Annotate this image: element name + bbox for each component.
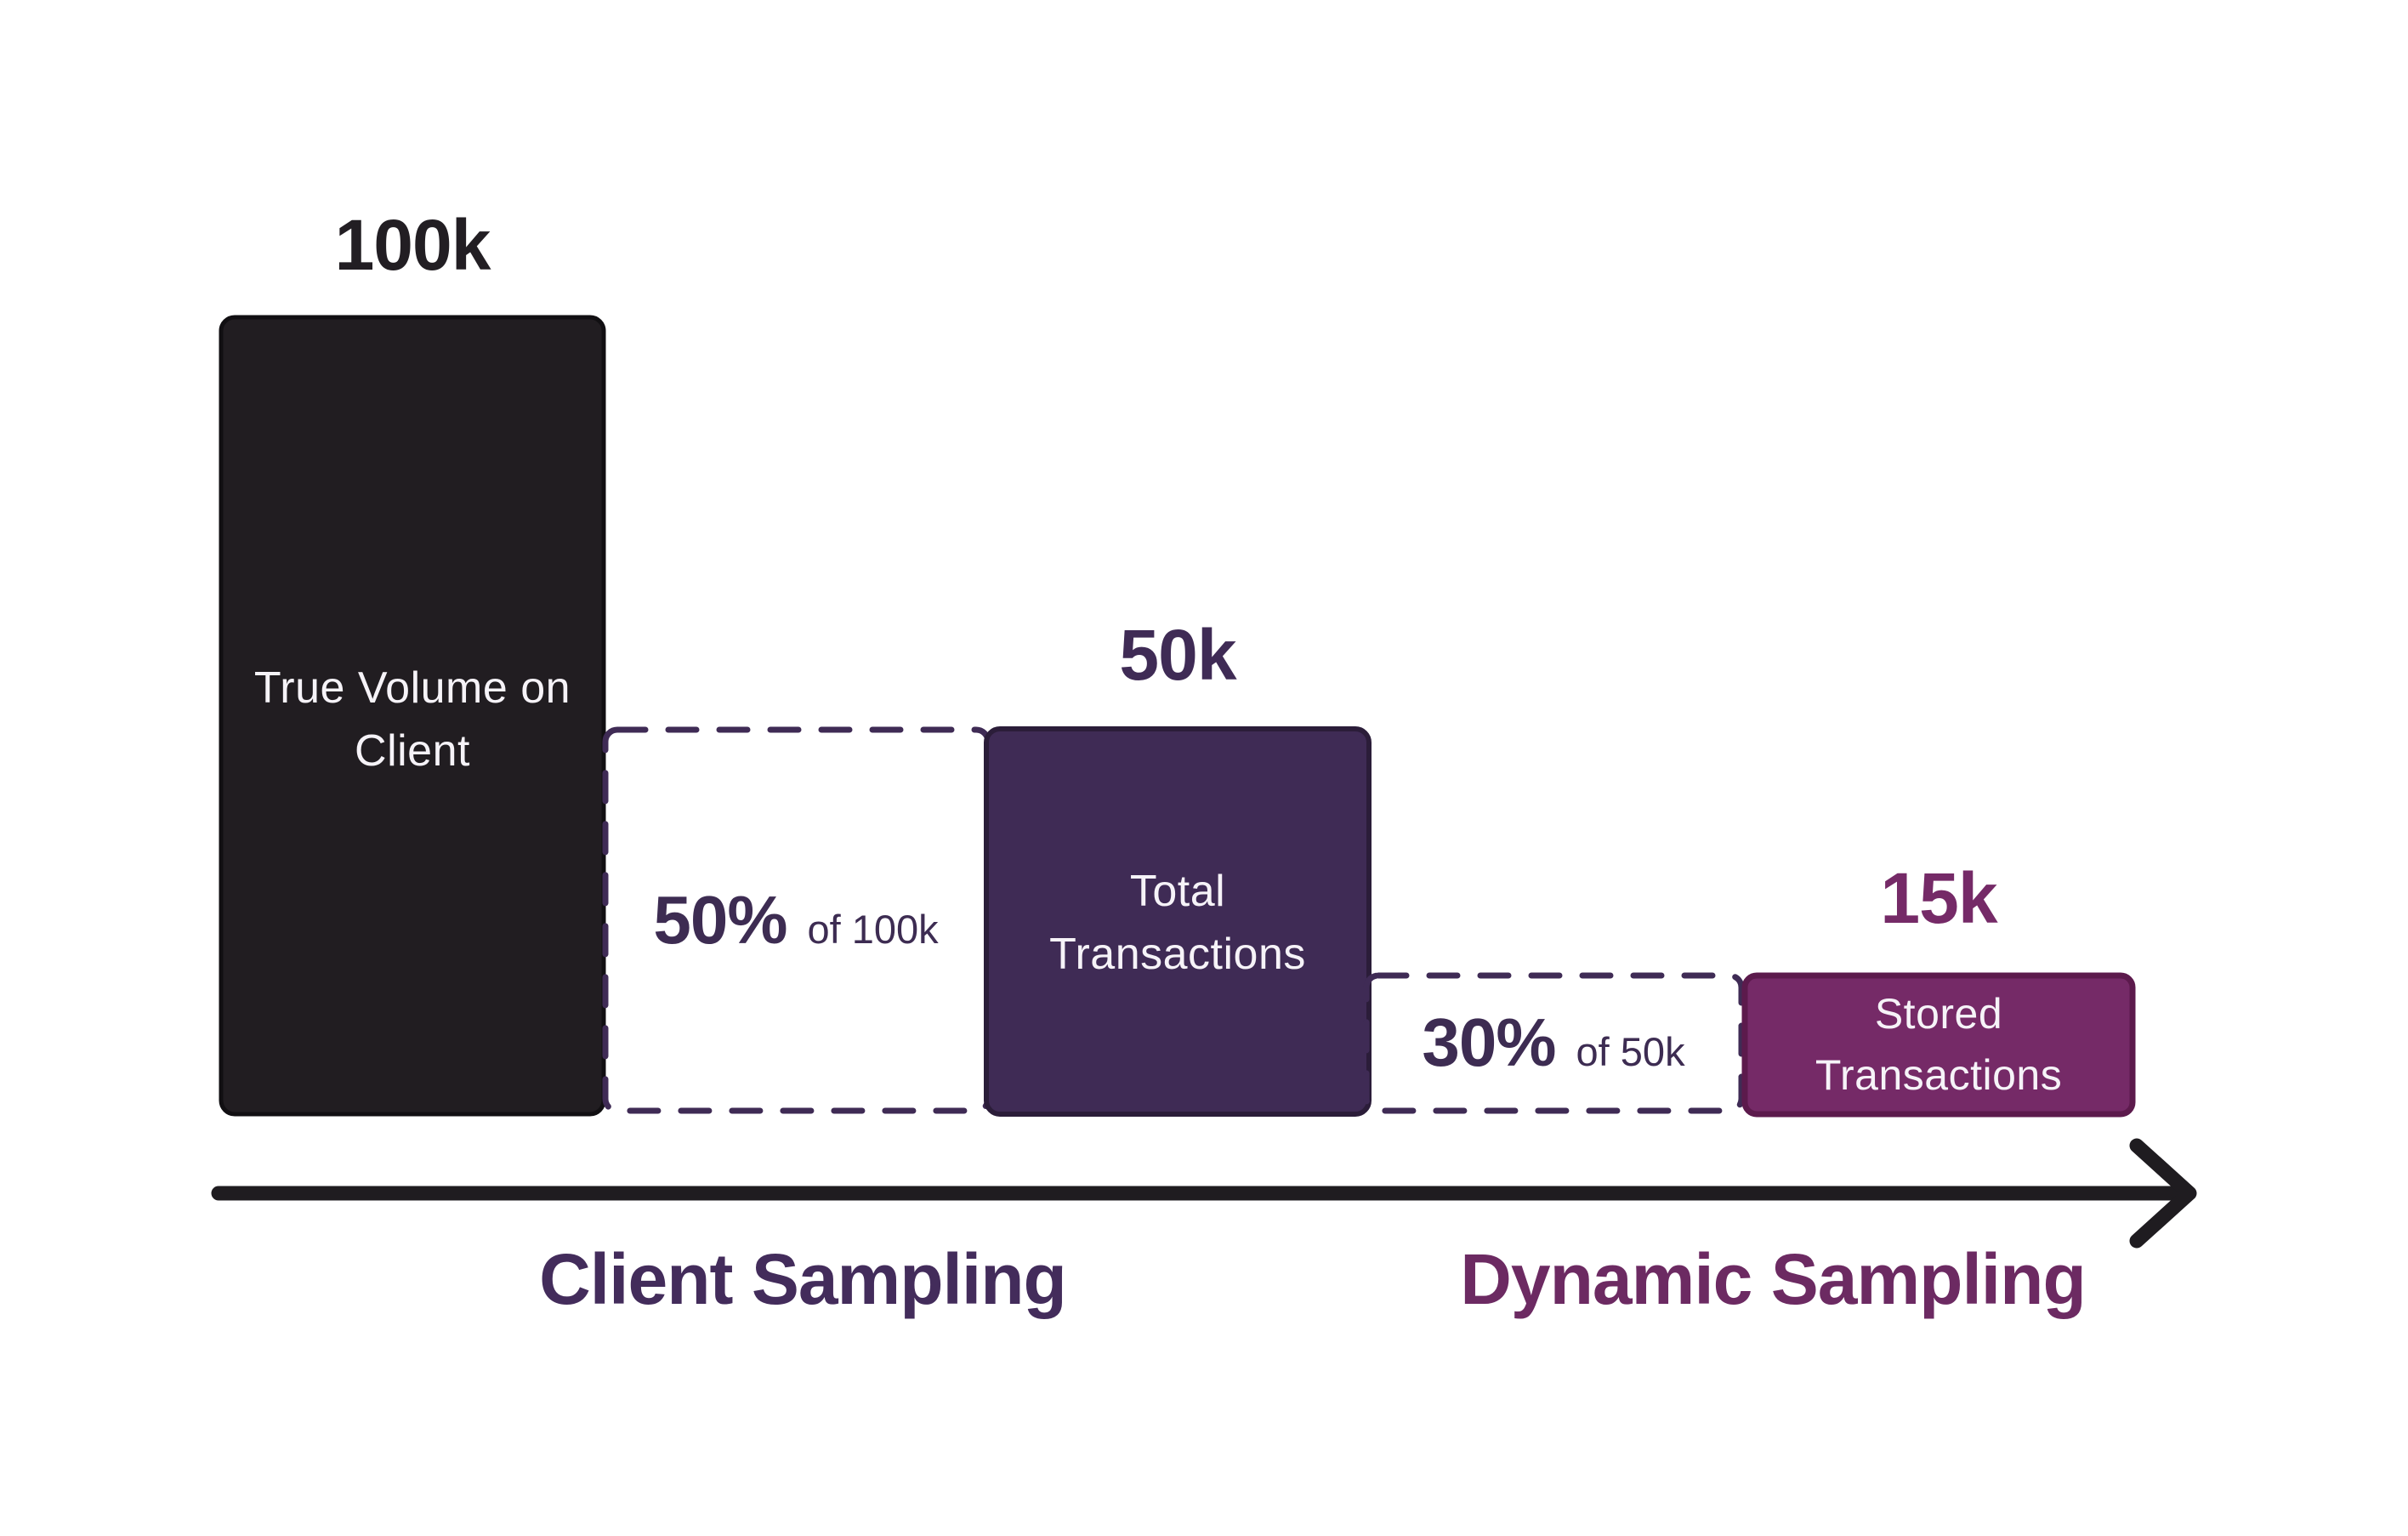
dynamic-sampling-axis-label: Dynamic Sampling xyxy=(1460,1239,2087,1319)
true-volume-bar-label: True Volume on Client xyxy=(254,657,571,782)
timeline-arrow-head-icon xyxy=(2129,1138,2197,1249)
true-volume-value-label: 100k xyxy=(334,205,491,285)
stored-transactions-bar xyxy=(1741,972,2136,1118)
client-sampling-rate-percent: 50% xyxy=(653,882,787,958)
client-sampling-rate-of: of 100k xyxy=(807,907,939,952)
stored-transactions-bar-label-line2: Transactions xyxy=(1815,1051,2063,1099)
client-sampling-dashed-box xyxy=(602,726,991,1114)
client-sampling-axis-label: Client Sampling xyxy=(539,1239,1067,1319)
stored-transactions-value-label: 15k xyxy=(1880,858,1997,938)
dynamic-sampling-rate-label: 30% of 50k xyxy=(1422,1009,1684,1077)
dynamic-sampling-rate-of: of 50k xyxy=(1576,1029,1685,1074)
true-volume-bar-label-line2: Client xyxy=(355,726,470,776)
total-transactions-bar-label-line1: Total xyxy=(1129,867,1226,916)
stored-transactions-bar-label: Stored Transactions xyxy=(1815,983,2062,1106)
total-transactions-bar-label-line2: Transactions xyxy=(1049,930,1306,979)
true-volume-bar xyxy=(219,315,606,1117)
stored-transactions-bar-label-line1: Stored xyxy=(1874,990,2003,1038)
dynamic-sampling-rate-percent: 30% xyxy=(1422,1004,1556,1080)
dynamic-sampling-dashed-box xyxy=(1363,972,1745,1114)
total-transactions-bar-label: Total Transactions xyxy=(1049,860,1306,986)
client-sampling-rate-label: 50% of 100k xyxy=(653,886,938,954)
true-volume-bar-label-line1: True Volume on xyxy=(253,663,571,713)
total-transactions-value-label: 50k xyxy=(1119,615,1236,695)
total-transactions-bar xyxy=(984,726,1372,1117)
